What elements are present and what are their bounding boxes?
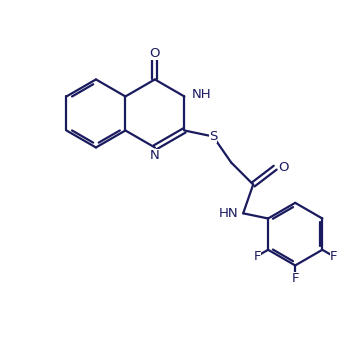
Text: S: S: [209, 130, 218, 143]
Text: HN: HN: [219, 207, 239, 220]
Text: NH: NH: [192, 88, 211, 101]
Text: F: F: [330, 250, 337, 263]
Text: F: F: [292, 272, 299, 285]
Text: F: F: [253, 250, 261, 263]
Text: O: O: [150, 47, 160, 60]
Text: N: N: [150, 149, 160, 163]
Text: O: O: [278, 161, 288, 174]
